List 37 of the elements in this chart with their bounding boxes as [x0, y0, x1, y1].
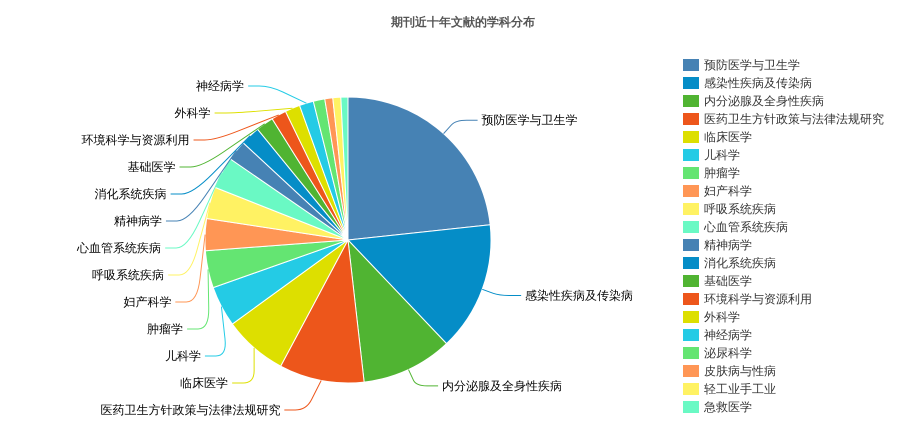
legend-label: 内分泌腺及全身性疾病 — [704, 94, 824, 108]
slice-label: 基础医学 — [128, 160, 176, 174]
slice-label: 医药卫生方针政策与法律法规研究 — [100, 402, 280, 417]
chart-title: 期刊近十年文献的学科分布 — [391, 15, 535, 29]
slice-label: 环境科学与资源利用 — [82, 132, 190, 147]
legend-label: 感染性疾病及传染病 — [704, 76, 812, 90]
slice-label: 感染性疾病及传染病 — [525, 288, 634, 302]
slice-label: 外科学 — [174, 106, 211, 120]
legend-label: 妇产科学 — [704, 184, 752, 198]
slice-label: 消化系统疾病 — [94, 186, 167, 201]
slice-label: 精神病学 — [114, 214, 162, 228]
slice-label: 心血管系统疾病 — [77, 240, 162, 255]
legend-label: 医药卫生方针政策与法律法规研究 — [704, 112, 884, 126]
legend-label: 心血管系统疾病 — [704, 220, 788, 234]
legend-label: 临床医学 — [704, 130, 752, 144]
slice-label: 呼吸系统疾病 — [92, 268, 164, 282]
legend-label: 急救医学 — [704, 400, 752, 414]
legend-label: 精神病学 — [704, 238, 752, 252]
legend-label: 泌尿科学 — [704, 346, 752, 360]
slice-label: 临床医学 — [180, 376, 228, 390]
legend-label: 预防医学与卫生学 — [704, 58, 800, 72]
legend-label: 基础医学 — [704, 274, 752, 288]
legend-label: 呼吸系统疾病 — [704, 202, 776, 216]
legend-label: 神经病学 — [704, 328, 752, 342]
slice-label: 预防医学与卫生学 — [482, 113, 578, 128]
slice-label: 儿科学 — [164, 348, 201, 363]
slice-label: 妇产科学 — [123, 294, 172, 309]
slice-label: 神经病学 — [196, 78, 244, 93]
legend-label: 外科学 — [704, 310, 740, 324]
slice-label: 内分泌腺及全身性疾病 — [442, 378, 562, 393]
legend-label: 肿瘤学 — [704, 166, 740, 180]
slice-label: 肿瘤学 — [147, 322, 184, 336]
legend-label: 皮肤病与性病 — [704, 364, 776, 378]
legend-label: 环境科学与资源利用 — [704, 292, 812, 306]
legend-label: 轻工业手工业 — [704, 382, 776, 396]
legend-label: 儿科学 — [704, 148, 740, 162]
legend-label: 消化系统疾病 — [704, 256, 776, 270]
